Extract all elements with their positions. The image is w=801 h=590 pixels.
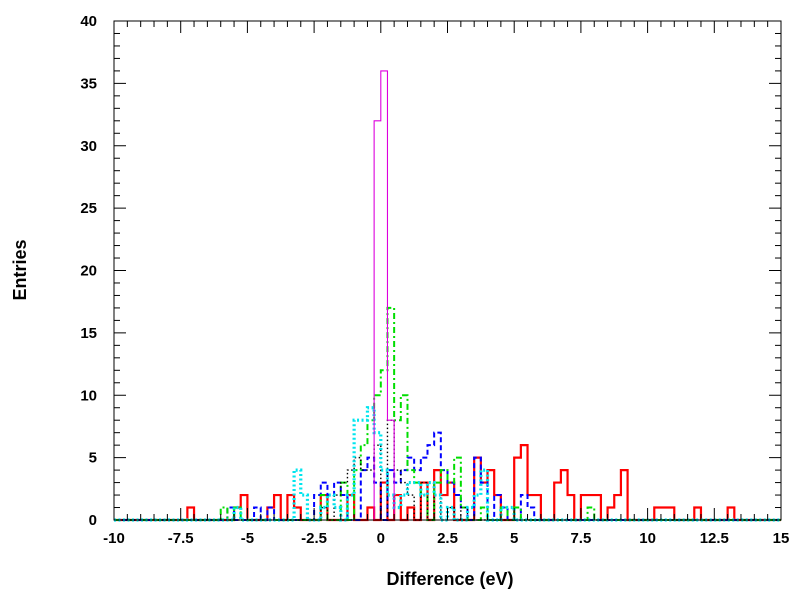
x-tick-label: 12.5 (700, 530, 729, 547)
histogram-series-5 (114, 406, 781, 522)
histogram-series-layer (114, 70, 781, 522)
y-tick-label: 15 (80, 325, 97, 342)
x-tick-label: 5 (510, 530, 518, 547)
x-tick-label: 2.5 (437, 530, 458, 547)
x-tick-label: -10 (103, 530, 125, 547)
x-tick-label: 15 (773, 530, 790, 547)
y-tick-label: 20 (80, 263, 97, 280)
y-tick-label: 5 (89, 450, 97, 467)
x-tick-label: -7.5 (168, 530, 194, 547)
x-tick-label: 10 (639, 530, 656, 547)
x-tick-label: 7.5 (570, 530, 591, 547)
plot-frame (113, 20, 782, 521)
y-tick-label: 35 (80, 75, 97, 92)
x-axis-title: Difference (eV) (386, 569, 513, 589)
y-tick-label: 30 (80, 138, 97, 155)
axis-ticks (113, 20, 782, 521)
x-tick-label: -5 (241, 530, 254, 547)
y-tick-labels: 0 5 10 15 20 25 30 35 40 (80, 13, 97, 529)
histogram-series-6 (114, 70, 781, 521)
y-tick-label: 25 (80, 200, 97, 217)
y-axis-title: Entries (10, 239, 30, 300)
y-tick-label: 40 (80, 13, 97, 30)
y-tick-label: 10 (80, 387, 97, 404)
y-tick-label: 0 (89, 512, 97, 529)
x-tick-label: -2.5 (301, 530, 327, 547)
x-tick-labels: -10 -7.5 -5 -2.5 0 2.5 5 7.5 10 12.5 15 (103, 530, 789, 547)
x-tick-label: 0 (377, 530, 385, 547)
